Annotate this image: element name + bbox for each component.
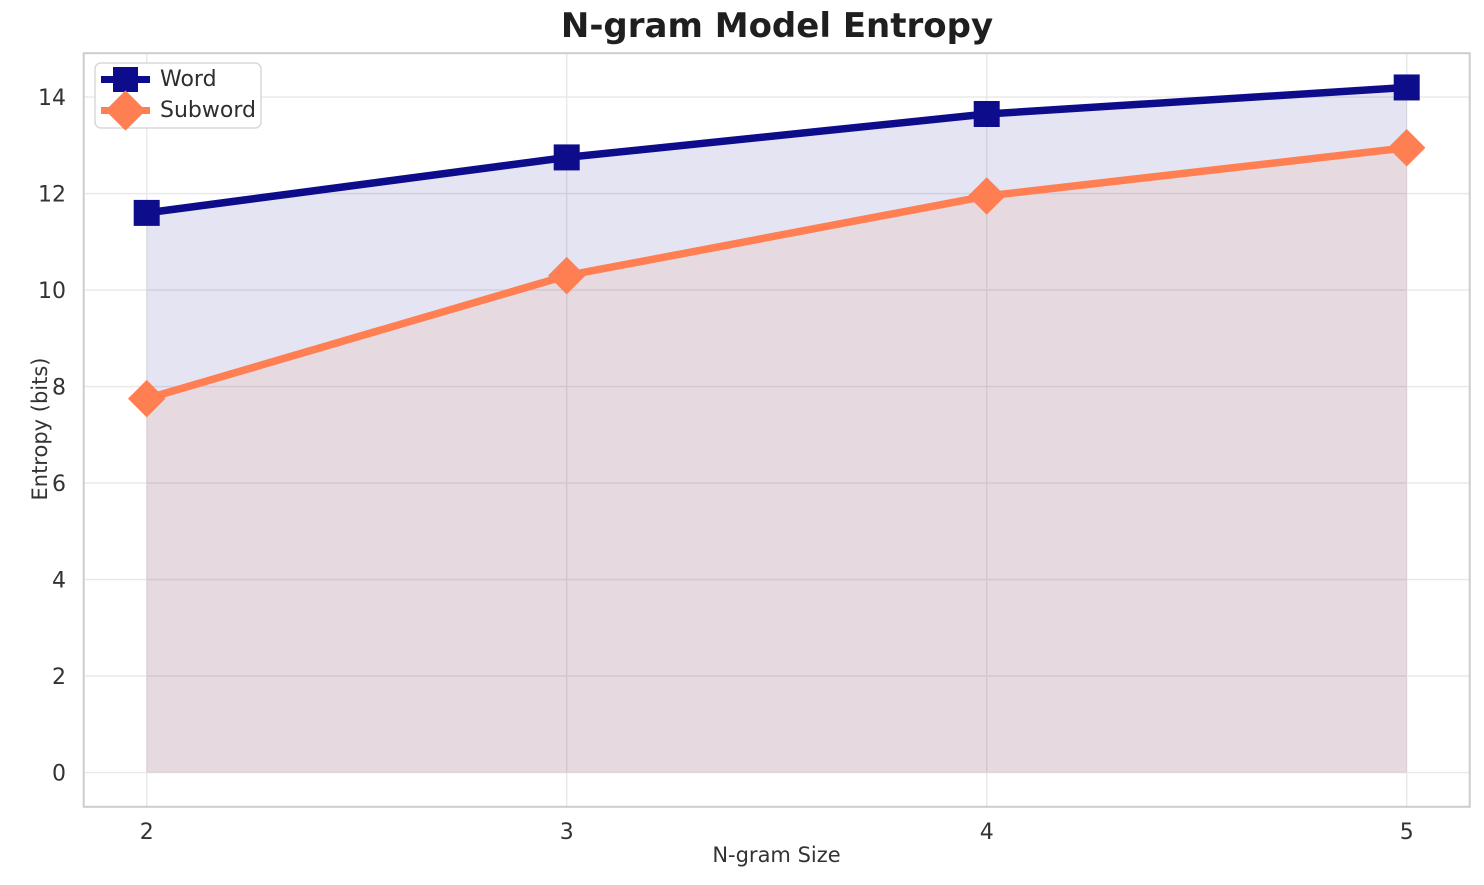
word-line (146, 83, 1407, 217)
subword-marker (967, 177, 1006, 215)
word-legend-marker (113, 67, 138, 92)
subword-line (145, 144, 1408, 403)
legend-item-word: Word (101, 67, 217, 92)
chart-title: N-gram Model Entropy (561, 6, 993, 46)
legend-label: Subword (160, 98, 256, 123)
y-axis-label: Entropy (bits) (28, 358, 52, 501)
y-tick-label: 0 (52, 762, 66, 787)
y-tick-label: 14 (38, 86, 66, 111)
y-tick-label: 8 (52, 376, 66, 401)
y-tick-label: 2 (52, 665, 66, 690)
x-tick-label: 5 (1400, 820, 1414, 845)
word-marker (973, 100, 1000, 127)
x-tick-labels: 2 3 4 5 (140, 820, 1414, 845)
area-fills (146, 87, 1407, 773)
series-markers (127, 74, 1426, 418)
y-tick-label: 10 (38, 279, 66, 304)
series-lines (145, 83, 1408, 403)
y-tick-label: 4 (52, 569, 66, 594)
word-area-fill (146, 87, 1407, 773)
y-tick-label: 12 (38, 183, 66, 208)
y-tick-label: 6 (52, 472, 66, 497)
y-tick-labels: 0 2 4 6 8 10 12 14 (38, 86, 66, 786)
x-tick-label: 4 (980, 820, 994, 845)
word-marker (1393, 74, 1420, 101)
word-marker (133, 199, 160, 226)
x-tick-label: 3 (560, 820, 574, 845)
legend-item-subword: Subword (101, 90, 256, 131)
legend: Word Subword (94, 62, 262, 131)
subword-marker (547, 256, 586, 295)
word-marker (553, 144, 580, 171)
x-tick-label: 2 (140, 820, 154, 845)
subword-legend-marker (105, 90, 146, 131)
subword-marker (1387, 129, 1426, 167)
subword-area-fill (146, 147, 1407, 773)
subword-marker (127, 379, 166, 418)
x-axis-label: N-gram Size (712, 843, 840, 867)
plot-area-border (82, 52, 1471, 808)
legend-label: Word (160, 67, 217, 92)
